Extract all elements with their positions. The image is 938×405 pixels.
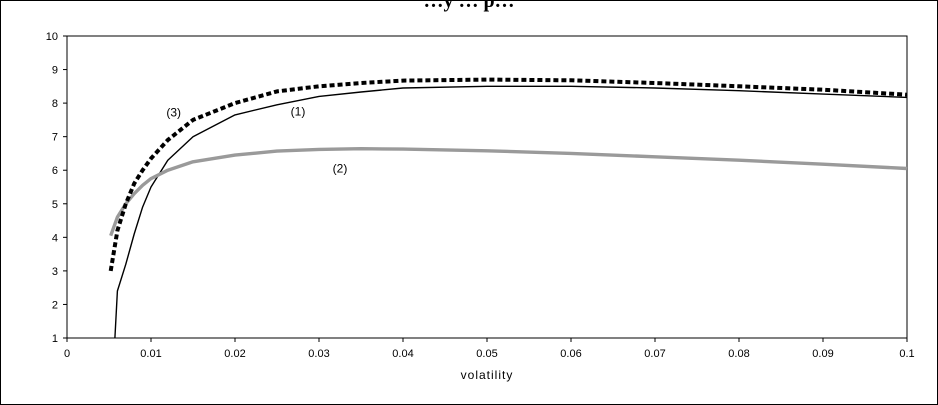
y-tick-label-9: 10	[46, 31, 58, 43]
y-tick-label-5: 6	[52, 165, 58, 177]
y-tick-label-4: 5	[52, 199, 58, 211]
series-annotation-1: (1)	[291, 105, 306, 119]
chart-title: …y … p…	[423, 0, 515, 12]
series-line-1	[114, 85, 908, 339]
y-tick-label-2: 3	[52, 266, 58, 278]
series-annotation-2: (2)	[333, 162, 348, 176]
x-tick-label-5: 0.05	[476, 348, 497, 360]
x-axis-label: volatility	[461, 368, 514, 382]
label-layer: 1 2 3 4 5 6 7 8 9 10 0 0.01 0.02 0.03 0.04 0.05 0.06 0.07…	[46, 31, 915, 382]
x-tick-label-3: 0.03	[308, 348, 329, 360]
y-tick-label-0: 1	[52, 333, 58, 345]
y-tick-label-1: 2	[52, 299, 58, 311]
y-tick-label-6: 7	[52, 132, 58, 144]
x-tick-label-7: 0.07	[644, 348, 665, 360]
series-annotation-3: (3)	[166, 106, 181, 120]
y-tick-label-8: 9	[52, 65, 58, 77]
x-tick-label-8: 0.08	[728, 348, 749, 360]
x-tick-label-2: 0.02	[224, 348, 245, 360]
x-tick-label-1: 0.01	[140, 348, 161, 360]
y-tick-label-3: 4	[52, 232, 58, 244]
x-tick-label-0: 0	[64, 348, 70, 360]
x-tick-label-4: 0.04	[392, 348, 413, 360]
series-layer	[108, 77, 908, 339]
x-tick-label-6: 0.06	[560, 348, 581, 360]
y-tick-label-7: 8	[52, 98, 58, 110]
plot-area	[66, 35, 908, 339]
x-tick-label-9: 0.09	[812, 348, 833, 360]
series-line-3	[108, 77, 908, 272]
axis-layer	[63, 35, 908, 342]
x-tick-label-10: 0.1	[899, 348, 914, 360]
series-line-2	[109, 147, 908, 237]
